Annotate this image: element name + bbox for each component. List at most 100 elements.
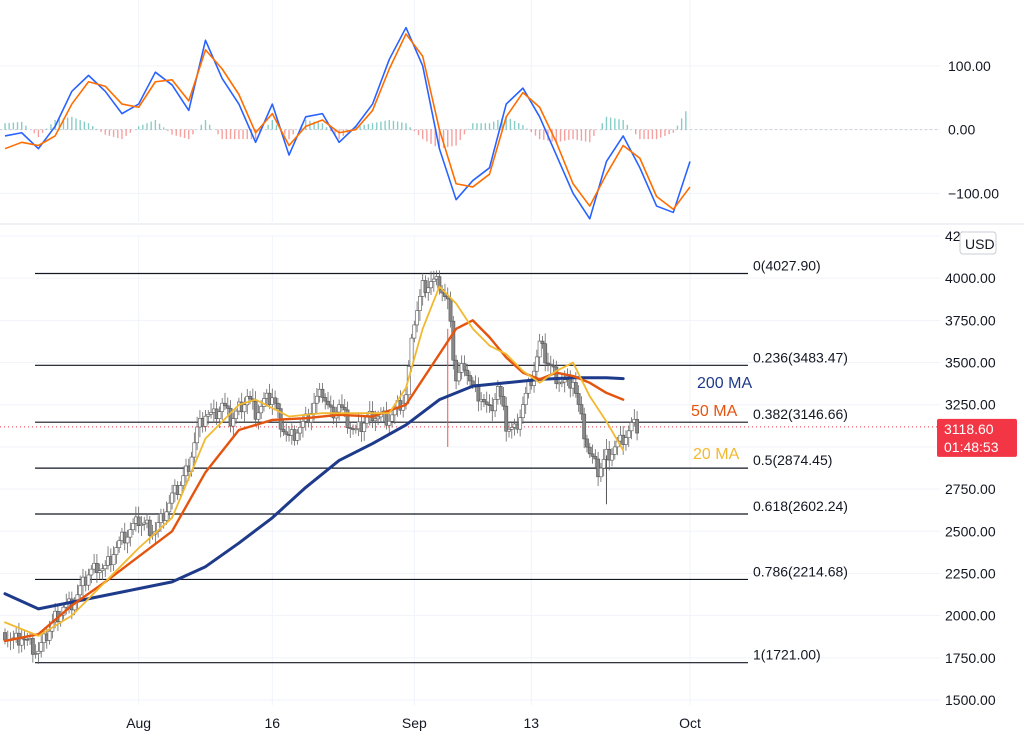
moving-averages [3,285,625,643]
candle-body [546,362,550,365]
candle-body [429,281,433,289]
candle-body [209,412,213,415]
candle-body [470,380,475,386]
price-tick-label: 3750.00 [945,312,996,328]
candle-body [326,400,330,406]
candle-body [231,418,236,427]
osc-tick-label: −100.00 [948,185,999,201]
candle-body [128,529,133,538]
candle-body [248,395,252,400]
candle-body [534,356,539,372]
fib-label-1: 1(1721.00) [753,647,821,663]
candle-body [30,638,35,655]
candle-body [554,366,559,384]
candle-body [454,359,458,382]
candle-body [504,405,509,432]
candle-body [342,407,347,411]
candle-body [573,382,578,394]
candle-body [111,554,116,566]
candle-body [548,363,553,366]
candle-body [484,401,489,405]
candle-body [448,298,453,322]
oscillator-grid [0,0,940,222]
candle-body [468,375,472,382]
candle-body [585,438,589,448]
line-ma_20 [4,285,625,637]
candle-body [612,446,617,455]
candle-body [223,402,227,407]
candle-body [284,431,289,435]
candle-body [501,395,506,407]
candle-body [543,343,548,364]
osc-tick-label: 100.00 [948,58,991,74]
candle-body [626,430,631,438]
candle-body [181,475,186,486]
candle-body [203,415,208,427]
candle-body [228,408,233,427]
candle-body [281,428,286,433]
currency-box[interactable] [959,231,997,255]
currency-label[interactable]: USD [965,236,995,252]
candle-body [298,426,303,434]
candle-body [320,388,325,398]
last-price-badge: 3118.60 01:48:53 [937,418,1017,457]
price-tick-label: 3250.00 [945,397,996,413]
time-tick-label: 16 [265,715,281,731]
oscillator-histogram [4,111,687,149]
candle-body [328,404,333,408]
ma20-label: 20 MA [693,446,740,463]
price-tick-label: 1750.00 [945,650,996,666]
candle-body [465,369,470,376]
candle-body [509,427,514,430]
candle-body [225,405,230,409]
candle-body [256,412,261,420]
time-tick-label: Sep [402,715,427,731]
candle-body [301,421,305,428]
ma200-label: 200 MA [697,375,752,392]
price-grid [0,235,940,705]
candle-body [376,416,381,420]
candle-body [348,427,353,429]
price-tick-label: 2500.00 [945,523,996,539]
candle-body [220,402,225,413]
candle-body [601,459,606,469]
oscillator-lines [4,26,691,220]
candle-body [610,453,614,461]
candle-body [412,324,417,339]
candle-body [314,395,319,404]
candle-body [387,420,392,426]
candle-body [498,386,503,397]
candle-body [253,401,258,420]
candle-body [312,402,316,414]
price-tick-label: 2750.00 [945,481,996,497]
candle-body [86,574,91,586]
candle-body [624,437,628,445]
ma50-label: 50 MA [691,403,738,420]
candle-body [353,428,358,431]
candle-body [195,426,200,444]
candle-body [462,363,467,371]
candle-body [164,511,169,521]
candle-body [170,492,174,504]
candle-body [415,310,420,326]
price-axis: 4000.003750.003500.003250.003000.002750.… [945,228,996,708]
candle-body [178,485,183,495]
candle-body [234,410,239,419]
candle-body [426,287,431,293]
osc-line-fast [4,26,691,220]
candle-body [518,417,523,430]
candle-body [590,453,595,457]
candle-body [33,653,38,655]
candles [3,270,639,664]
candle-body [540,340,545,345]
price-tick-label: 3500.00 [945,355,996,371]
candle-body [167,502,172,513]
time-axis: Aug 16 Sep 13 Oct [126,715,701,731]
price-tick-label: 4000.00 [945,270,996,286]
time-tick-label: Aug [126,715,151,731]
candle-body [117,540,122,548]
candle-body [629,422,634,432]
candle-body [587,446,592,455]
candle-body [273,397,278,404]
candle-body [537,340,542,358]
